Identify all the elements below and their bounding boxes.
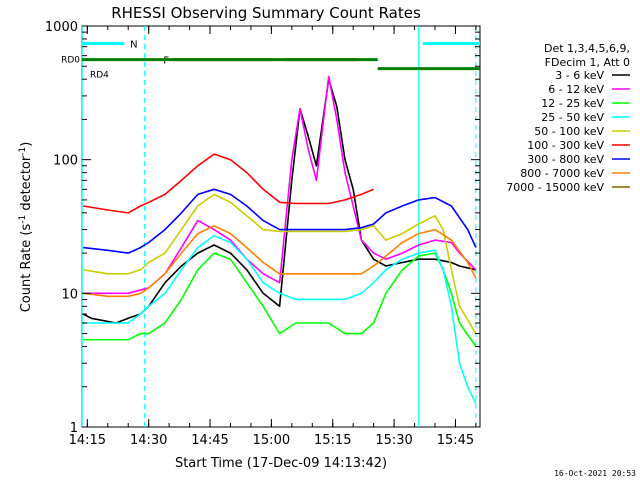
y-axis-label-mid: detector [19,155,34,215]
series-line-25-50-kev [83,234,477,404]
series-line-12-25-kev [83,252,477,347]
legend-label-50-100-kev: 50 - 100 keV [534,125,604,138]
legend-label-7000-15000-kev: 7000 - 15000 keV [506,181,604,194]
plot-frame [81,25,481,428]
annotation-label-n: N [130,39,137,50]
y-axis-label: Count Rate (s-1 detector-1) [18,142,34,313]
series-line-300-800-kev [83,188,477,254]
series-lines [82,75,477,404]
legend: Det 1,3,4,5,6,9,FDecim 1, Att 03 - 6 keV… [506,42,630,194]
series-line-100-300-kev [83,153,374,214]
x-tick-label-0: 14:15 [69,433,106,448]
x-tick-label-3: 15:00 [253,433,290,448]
series-line-6-12-kev [83,75,477,295]
series-line-50-100-kev [83,193,477,335]
legend-label-100-300-kev: 100 - 300 keV [527,139,604,152]
legend-label-12-25-kev: 12 - 25 keV [541,97,604,110]
legend-label-3-6-kev: 3 - 6 keV [555,69,604,82]
y-tick-label-3: 1000 [45,20,78,35]
annotation-label-rd4: RD4 [90,71,109,81]
legend-label-25-50-kev: 25 - 50 keV [541,111,604,124]
legend-label-6-12-kev: 6 - 12 keV [548,83,604,96]
x-tick-label-5: 15:30 [375,433,412,448]
x-tick-label-2: 14:45 [191,433,228,448]
annotation-bars: NFRD0RD4 [61,39,480,81]
y-tick-label-0: 1 [70,421,78,436]
x-tick-label-6: 15:45 [437,433,474,448]
y-axis-label-main: Count Rate (s [19,224,34,313]
y-axis-label-sup2: -1 [18,147,28,156]
chart-title: RHESSI Observing Summary Count Rates [111,4,421,22]
legend-header-1: FDecim 1, Att 0 [545,56,630,69]
footer-timestamp: 16-Oct-2021 20:53 [554,469,636,478]
plot-area [81,25,481,428]
legend-header-0: Det 1,3,4,5,6,9, [544,42,630,55]
legend-label-300-800-kev: 300 - 800 keV [527,153,604,166]
y-axis-label-sup1: -1 [18,215,28,224]
y-tick-label-1: 10 [61,287,78,302]
y-tick-label-2: 100 [53,154,78,169]
axes: 14:15 14:30 14:45 15:00 15:15 15:30 15:45 1 10 10… [45,20,480,448]
annotation-label-rd0: RD0 [61,56,80,66]
vertical-markers [81,26,477,427]
legend-label-800-7000-kev: 800 - 7000 keV [520,167,604,180]
x-tick-label-4: 15:15 [314,433,351,448]
x-axis-label: Start Time (17-Dec-09 14:13:42) [175,456,387,471]
y-axis-label-end: ) [19,142,34,147]
series-line-800-7000-kev [83,225,477,298]
x-tick-label-1: 14:30 [130,433,167,448]
